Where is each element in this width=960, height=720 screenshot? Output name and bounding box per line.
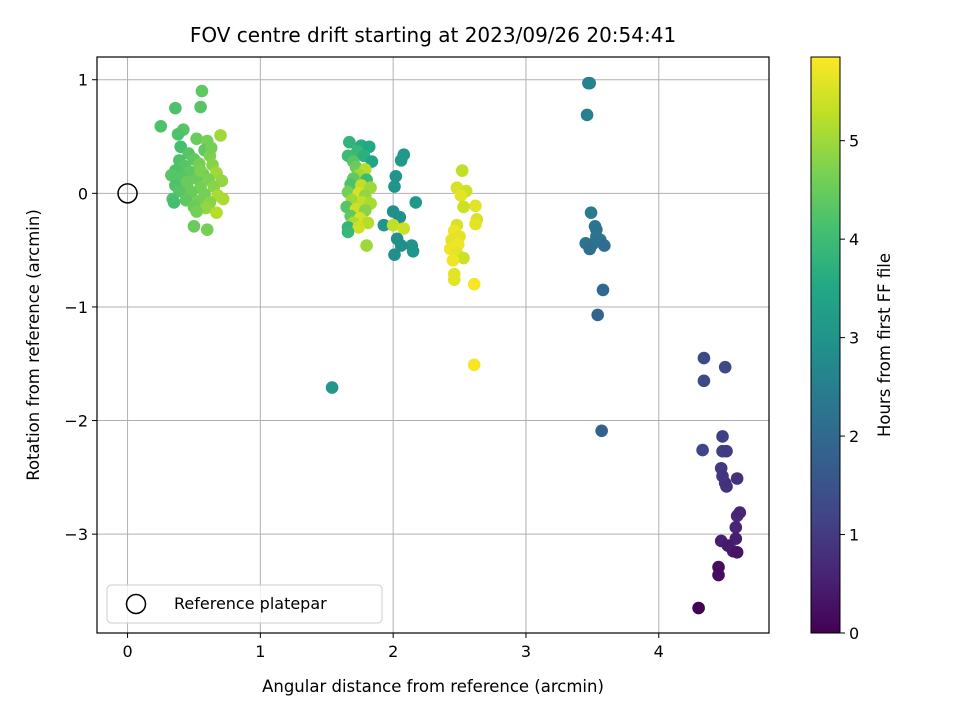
data-point bbox=[469, 199, 482, 213]
data-point bbox=[598, 239, 611, 252]
data-point bbox=[214, 129, 227, 142]
y-axis-ticks: 1 0 −1 −2 −3 bbox=[64, 71, 97, 544]
data-point bbox=[720, 444, 733, 458]
data-point bbox=[210, 206, 223, 219]
data-point bbox=[190, 205, 203, 218]
data-point bbox=[729, 521, 743, 534]
x-axis-ticks: 0 1 2 3 4 bbox=[122, 633, 664, 661]
data-point bbox=[730, 472, 744, 485]
data-point bbox=[165, 168, 178, 182]
data-point bbox=[386, 218, 400, 232]
data-point bbox=[720, 480, 733, 493]
data-point bbox=[394, 239, 408, 252]
colorbar-tick-label: 1 bbox=[849, 526, 859, 545]
x-tick-label: 2 bbox=[388, 642, 398, 661]
y-tick-label: −3 bbox=[64, 525, 88, 544]
data-point bbox=[730, 546, 744, 559]
data-point bbox=[716, 430, 729, 443]
x-tick-label: 0 bbox=[122, 642, 132, 661]
data-point bbox=[583, 242, 597, 256]
data-point bbox=[692, 601, 705, 615]
x-tick-label: 3 bbox=[521, 642, 531, 661]
chart-title: FOV centre drift starting at 2023/09/26 … bbox=[190, 23, 676, 47]
legend-box bbox=[106, 584, 383, 624]
colorbar-tick-label: 0 bbox=[849, 624, 859, 643]
data-point bbox=[467, 358, 481, 372]
x-tick-label: 4 bbox=[654, 642, 664, 661]
data-point bbox=[733, 506, 747, 519]
legend-marker bbox=[125, 593, 147, 615]
data-point bbox=[194, 100, 207, 114]
data-point bbox=[454, 189, 468, 202]
y-tick-label: −1 bbox=[64, 298, 88, 317]
colorbar-tick-label: 3 bbox=[849, 329, 859, 348]
data-point bbox=[360, 239, 373, 252]
data-point bbox=[200, 223, 214, 236]
data-point bbox=[455, 164, 469, 177]
y-axis-label: Rotation from reference (arcmin) bbox=[24, 209, 43, 481]
data-point bbox=[469, 217, 482, 231]
reference-marker bbox=[117, 183, 138, 204]
data-points bbox=[154, 76, 747, 615]
data-point bbox=[406, 244, 420, 258]
data-point bbox=[190, 132, 203, 146]
data-point bbox=[584, 206, 598, 219]
data-point bbox=[361, 216, 375, 230]
data-point bbox=[388, 248, 401, 261]
legend: Reference platepar bbox=[106, 584, 383, 624]
data-point bbox=[341, 225, 355, 239]
data-point bbox=[397, 222, 411, 235]
colorbar-label: Hours from first FF file bbox=[875, 253, 894, 437]
data-point bbox=[389, 169, 403, 183]
data-point bbox=[718, 360, 732, 374]
y-tick-label: 1 bbox=[78, 71, 88, 90]
data-point bbox=[696, 443, 709, 457]
data-point bbox=[388, 180, 401, 193]
data-point bbox=[447, 273, 461, 286]
data-point bbox=[595, 424, 608, 438]
data-point bbox=[154, 120, 168, 133]
data-point bbox=[167, 196, 181, 209]
y-tick-label: 0 bbox=[78, 184, 88, 203]
data-point bbox=[697, 374, 711, 388]
plot-frame bbox=[96, 56, 770, 634]
colorbar-ticks: 0 1 2 3 4 5 bbox=[840, 132, 859, 643]
colorbar-tick-label: 4 bbox=[849, 230, 859, 249]
data-point bbox=[394, 154, 408, 167]
x-tick-label: 1 bbox=[255, 642, 265, 661]
data-point bbox=[325, 381, 339, 394]
y-tick-label: −2 bbox=[64, 412, 88, 431]
colorbar-gradient bbox=[810, 56, 841, 634]
data-point bbox=[204, 141, 218, 155]
data-point bbox=[467, 277, 481, 291]
data-point bbox=[171, 127, 185, 141]
data-point bbox=[712, 568, 725, 582]
legend-label: Reference platepar bbox=[174, 594, 327, 613]
data-point bbox=[352, 221, 365, 234]
data-point bbox=[591, 308, 604, 322]
data-point bbox=[194, 164, 207, 177]
data-point bbox=[187, 219, 201, 233]
data-point bbox=[409, 196, 423, 209]
data-point bbox=[580, 108, 594, 122]
data-point bbox=[446, 254, 460, 267]
data-point bbox=[169, 101, 182, 115]
data-point bbox=[457, 251, 470, 265]
data-point bbox=[583, 76, 597, 90]
data-point bbox=[181, 175, 194, 189]
data-point bbox=[362, 140, 376, 154]
data-point bbox=[195, 84, 209, 98]
reference-point bbox=[117, 183, 138, 204]
data-point bbox=[457, 200, 470, 214]
data-point bbox=[216, 192, 230, 206]
colorbar-tick-label: 2 bbox=[849, 427, 859, 446]
data-point bbox=[343, 135, 356, 149]
colorbar-tick-label: 5 bbox=[849, 132, 859, 151]
data-point bbox=[697, 351, 711, 365]
x-axis-label: Angular distance from reference (arcmin) bbox=[262, 677, 604, 696]
colorbar: 0 1 2 3 4 5 Hours from first FF file bbox=[810, 56, 894, 643]
data-point bbox=[377, 218, 391, 232]
data-point bbox=[596, 283, 610, 297]
